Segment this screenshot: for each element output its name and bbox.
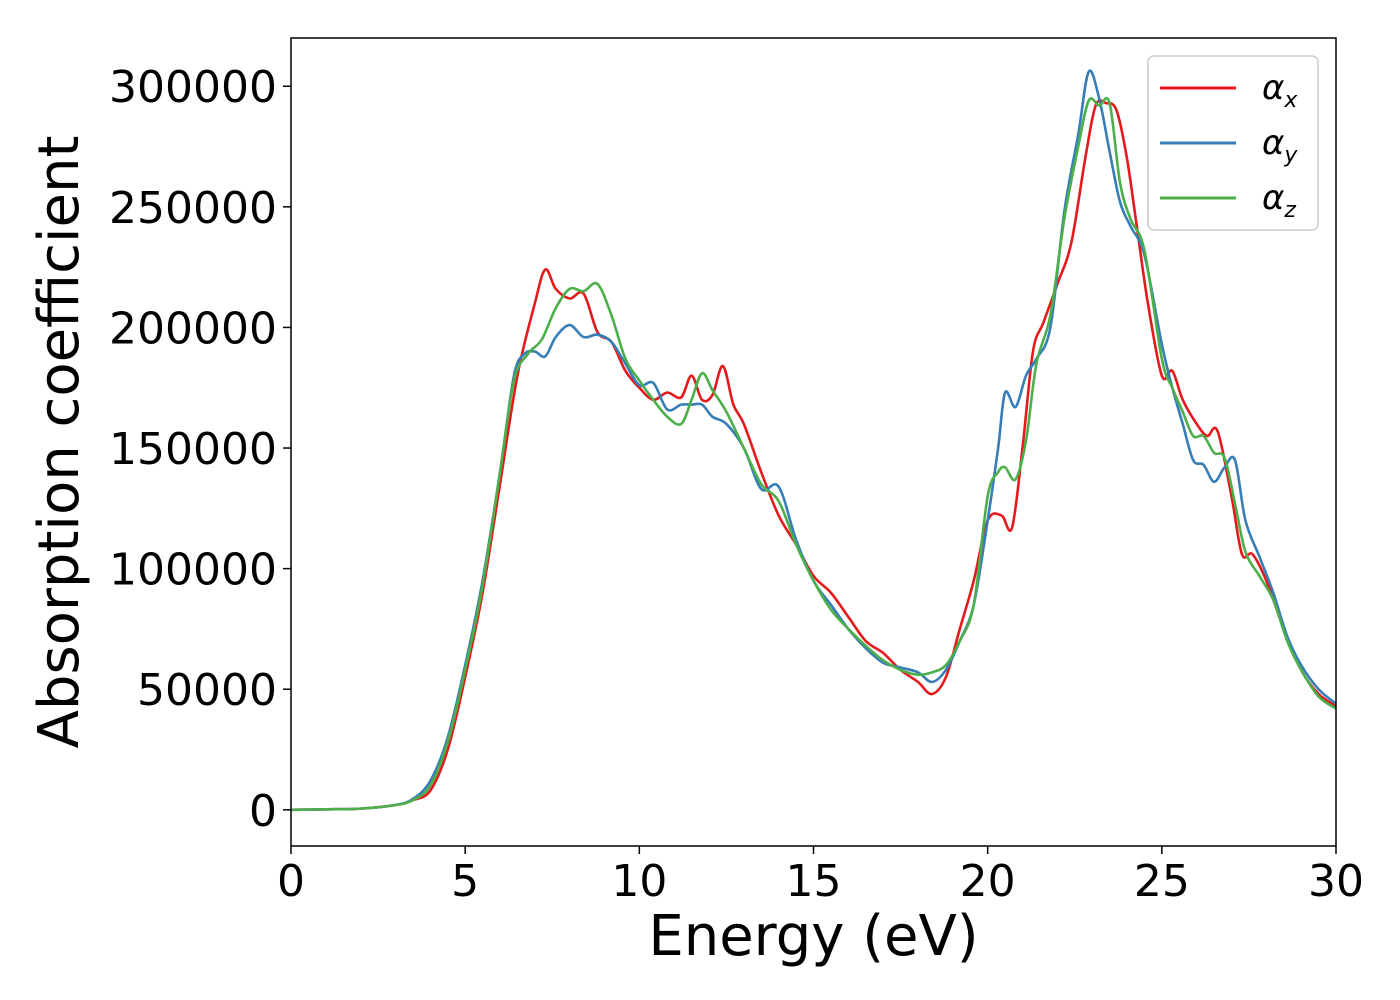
y-tick-label: 250000	[109, 183, 277, 234]
y-tick-label: 50000	[137, 665, 277, 716]
legend-label-y: αy	[1262, 123, 1298, 168]
x-tick-label: 0	[277, 856, 305, 907]
x-axis-title: Energy (eV)	[648, 904, 978, 969]
legend-label-x: αx	[1262, 68, 1298, 113]
x-tick-label: 15	[786, 856, 842, 907]
x-axis: 0 5 10 15 20 25 30	[277, 846, 1364, 907]
x-tick-label: 25	[1134, 856, 1190, 907]
series-line-z	[291, 96, 1336, 812]
x-tick-label: 20	[960, 856, 1016, 907]
y-tick-label: 200000	[109, 303, 277, 354]
y-axis-title: Absorption coefficient	[27, 136, 92, 749]
legend: αx αy αz	[1147, 55, 1319, 231]
x-tick-label: 10	[611, 856, 667, 907]
series-layer	[291, 69, 1336, 812]
y-tick-label: 0	[249, 786, 277, 837]
y-axis: 0 50000 100000 150000 200000 250000 300000	[109, 62, 291, 837]
legend-label-z: αz	[1262, 178, 1296, 223]
series-line-x	[291, 99, 1336, 812]
y-tick-label: 100000	[109, 545, 277, 596]
y-tick-label: 150000	[109, 424, 277, 475]
x-tick-label: 5	[451, 856, 479, 907]
x-tick-label: 30	[1308, 856, 1364, 907]
y-tick-label: 300000	[109, 62, 277, 113]
